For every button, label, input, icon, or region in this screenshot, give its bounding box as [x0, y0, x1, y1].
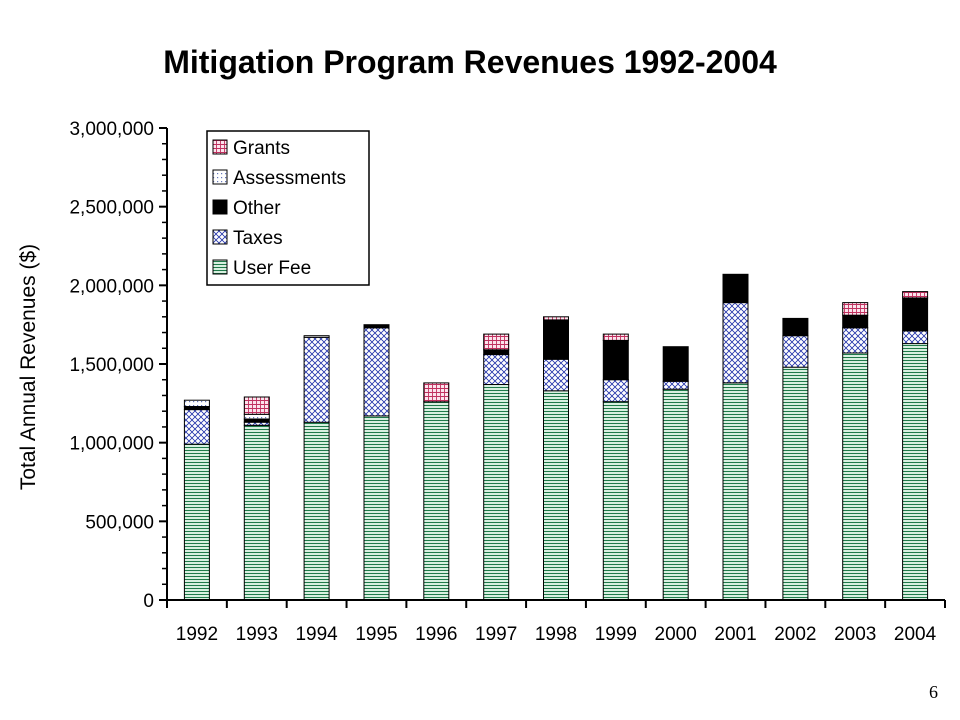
x-tick-label: 1992 — [176, 624, 218, 645]
bar-2003-user-fee — [842, 352, 869, 601]
bar-1998-user-fee — [543, 390, 569, 601]
legend-box — [206, 130, 370, 286]
bar-1993-other — [243, 418, 270, 423]
x-tick-label: 1994 — [295, 624, 338, 645]
bar-1993-grants — [243, 396, 270, 415]
x-tick-label: 1999 — [595, 624, 637, 645]
bar-2000-other — [662, 346, 689, 382]
bar-1998-other — [543, 319, 569, 360]
bar-1996-grants — [423, 382, 450, 403]
bar-1994-assessments — [303, 335, 330, 338]
bar-1999-grants — [602, 333, 629, 341]
bar-1994-user-fee — [303, 421, 330, 601]
legend-swatch-user-fee — [212, 259, 228, 275]
bar-1995-user-fee — [363, 415, 390, 601]
legend-label-other: Other — [233, 198, 281, 219]
x-tick-label: 1997 — [475, 624, 517, 645]
legend-label-assessments: Assessments — [233, 168, 346, 189]
legend: Grants Assessments Other Taxes User Fee — [206, 130, 370, 286]
x-tick-label: 2002 — [774, 624, 816, 645]
bar-1992-taxes — [183, 409, 210, 445]
x-tick-label: 1998 — [535, 624, 577, 645]
x-tick-label: 2000 — [655, 624, 697, 645]
x-axis-ticks: 1992 1993 1994 1995 1996 1997 1998 1999 2000 2001… — [166, 600, 946, 645]
x-tick-label: 1996 — [415, 624, 457, 645]
legend-label-user-fee: User Fee — [233, 258, 311, 279]
bar-1997-user-fee — [483, 384, 510, 601]
bar-1992-assessments — [183, 399, 210, 408]
bars-group — [183, 273, 929, 601]
legend-label-grants: Grants — [233, 138, 290, 159]
bar-1995-taxes — [363, 327, 390, 417]
bar-2000-taxes — [662, 380, 689, 390]
bar-1994-taxes — [303, 336, 330, 423]
legend-swatch-taxes — [212, 229, 228, 245]
y-axis-ticks: 0 500,000 1,000,000 1,500,000 2,000,000 2,500… — [69, 119, 167, 612]
x-tick-label: 2003 — [834, 624, 876, 645]
x-tick-label: 1993 — [236, 624, 278, 645]
bar-1993-assessments — [243, 413, 270, 420]
y-tick-label: 500,000 — [85, 512, 154, 533]
y-tick-label: 1,000,000 — [69, 434, 154, 455]
bar-1998-taxes — [543, 358, 569, 392]
bar-1993-user-fee — [243, 424, 270, 601]
bar-1999-other — [602, 339, 629, 381]
y-tick-label: 0 — [143, 591, 154, 612]
bar-2003-grants — [842, 302, 869, 316]
bar-1995-other — [363, 324, 390, 329]
bar-1997-taxes — [483, 354, 510, 386]
bar-1996-user-fee — [423, 401, 450, 601]
bar-2004-grants — [902, 291, 929, 299]
bar-2001-other — [722, 273, 749, 304]
bar-2004-user-fee — [902, 343, 929, 601]
page-number: 6 — [929, 682, 938, 702]
bar-2004-taxes — [902, 330, 929, 345]
bar-2004-other — [902, 297, 929, 332]
bar-2002-user-fee — [782, 366, 809, 601]
bar-1997-other — [483, 349, 510, 355]
bar-2002-other — [782, 317, 809, 337]
y-tick-label: 2,500,000 — [69, 198, 154, 219]
y-tick-label: 1,500,000 — [69, 355, 154, 376]
bar-2003-taxes — [842, 327, 869, 354]
legend-swatch-other — [212, 199, 228, 215]
bar-2000-user-fee — [662, 388, 689, 601]
bar-1997-grants — [483, 333, 510, 351]
bar-2001-taxes — [722, 302, 749, 384]
bar-2003-other — [842, 314, 869, 329]
legend-swatch-grants — [212, 139, 228, 155]
bar-2001-user-fee — [722, 382, 749, 601]
y-tick-label: 3,000,000 — [69, 119, 154, 140]
bar-1998-grants — [543, 316, 569, 321]
legend-label-taxes: Taxes — [233, 228, 283, 249]
bar-2002-taxes — [782, 335, 809, 368]
legend-swatch-assessments — [212, 169, 228, 185]
chart-title: Mitigation Program Revenues 1992-2004 — [163, 44, 777, 80]
x-tick-label: 1995 — [355, 624, 397, 645]
y-axis-title: Total Annual Revenues ($) — [17, 244, 40, 490]
bar-1992-user-fee — [183, 443, 210, 601]
x-tick-label: 2001 — [714, 624, 756, 645]
x-tick-label: 2004 — [894, 624, 937, 645]
bar-1999-user-fee — [602, 401, 629, 601]
y-tick-label: 2,000,000 — [69, 276, 154, 297]
bar-1999-taxes — [602, 379, 629, 403]
